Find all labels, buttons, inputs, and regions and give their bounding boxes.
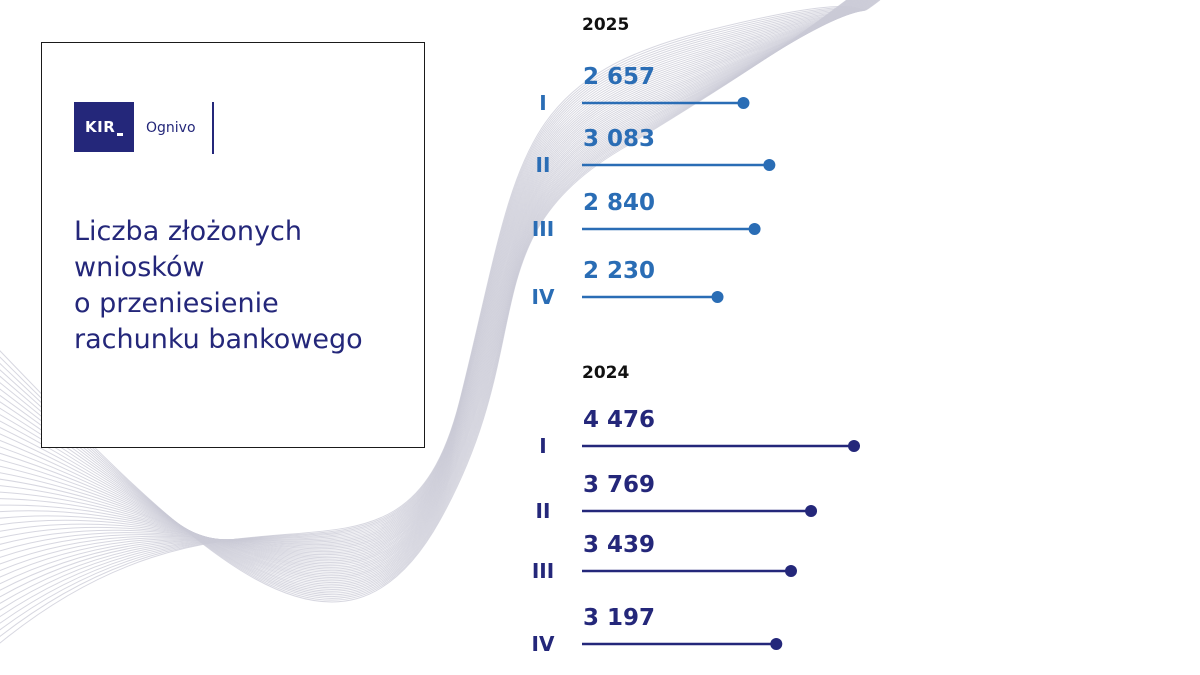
wave-line [0,0,858,580]
value-label: 2 840 [583,190,655,216]
quarter-label: I [539,91,546,115]
quarter-label: III [532,217,554,241]
wave-line [0,0,865,564]
kir-logo-mark: KIR [74,102,134,152]
title-line-4: rachunku bankowego [74,324,363,355]
lollipop-dot [784,565,797,577]
lollipop-dot [848,440,860,452]
wave-line [0,0,864,565]
wave-line [0,0,862,570]
wave-line [0,0,858,578]
value-label: 3 197 [583,605,655,631]
wave-line [0,0,864,567]
quarter-label: II [536,153,551,177]
lollipop-dot [763,159,776,171]
kir-ognivo-logo: KIR Ognivo [74,102,234,154]
ognivo-logo-text: Ognivo [146,120,196,136]
wave-line [0,0,859,577]
quarter-label: IV [532,632,555,656]
quarter-label: II [536,499,551,523]
wave-line [0,0,861,572]
kir-logo-text: KIR [85,118,116,136]
year-label: 2025 [582,15,629,35]
logo-divider [212,102,214,154]
wave-line [0,0,867,560]
lollipop-dot [737,97,750,109]
year-label: 2024 [582,363,629,383]
value-label: 2 230 [583,258,655,284]
wave-line [0,0,881,644]
value-label: 4 476 [583,407,655,433]
title-card: KIR Ognivo Liczba złożonych wniosków o p… [41,42,425,448]
title-line-3: o przeniesienie [74,288,279,319]
wave-line [0,0,860,575]
wave-line [0,0,867,559]
value-label: 2 657 [583,64,655,90]
quarter-label: I [539,434,546,458]
value-label: 3 769 [583,472,655,498]
title-line-1: Liczba złożonych [74,216,302,247]
chart-group-2024: 2024 4 476 I 3 769 II 3 439 III 3 197 IV [532,363,860,656]
lollipop-dot [805,505,818,517]
quarter-label: IV [532,285,555,309]
kir-logo-underscore [117,133,123,136]
wave-line [0,0,861,573]
lollipop-dot [711,291,724,303]
wave-line [0,0,863,568]
wave-line [0,0,866,562]
title-line-2: wniosków [74,252,205,283]
lollipop-dot [748,223,761,235]
chart-group-2025: 2025 2 657 I 3 083 II 2 840 III 2 230 IV [532,15,776,309]
quarter-label: III [532,559,554,583]
chart-title: Liczba złożonych wniosków o przeniesieni… [74,214,419,358]
value-label: 3 083 [583,126,655,152]
value-label: 3 439 [583,532,655,558]
lollipop-dot [770,638,783,650]
